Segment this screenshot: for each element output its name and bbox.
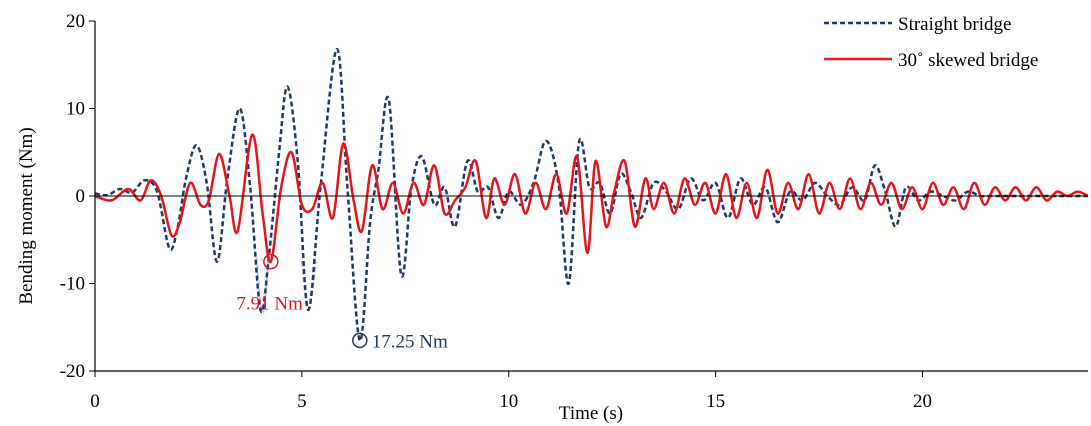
legend: Straight bridge 30˚ skewed bridge: [824, 14, 1038, 71]
y-tick-label: 0: [76, 186, 86, 207]
axes: [94, 21, 1088, 372]
plot-area: -20 -10 0 10 20 0 5 10 15 20 7.91 Nm 17.25 Nm: [60, 11, 1089, 412]
y-tick-label: -10: [60, 274, 85, 295]
legend-label-skewed-bridge: 30˚ skewed bridge: [898, 50, 1038, 71]
tick-labels: -20 -10 0 10 20 0 5 10 15 20: [60, 11, 932, 412]
series-line-skewed-bridge: [94, 133, 1089, 263]
x-tick-label: 15: [706, 391, 725, 412]
y-tick-label: 20: [66, 11, 85, 32]
x-axis-title: Time (s): [559, 403, 623, 424]
y-axis-title: Bending moment (Nm): [16, 127, 37, 304]
y-tick-label: -20: [60, 361, 85, 382]
legend-label-straight-bridge: Straight bridge: [898, 14, 1011, 35]
x-tick-label: 5: [297, 391, 307, 412]
x-tick-label: 10: [499, 391, 518, 412]
x-tick-label: 20: [913, 391, 932, 412]
series-lines: [94, 47, 1089, 342]
peak-marker-1: [352, 332, 368, 349]
annotations: 7.91 Nm 17.25 Nm: [236, 253, 448, 352]
series-line-straight-bridge: [94, 47, 1088, 342]
peak-marker-0: [263, 253, 279, 270]
y-axis-title-text: Bending moment (Nm): [16, 127, 37, 304]
peak-label-0: 7.91 Nm: [236, 294, 303, 315]
y-tick-label: 10: [66, 99, 85, 120]
peak-label-1: 17.25 Nm: [372, 331, 448, 352]
x-tick-label: 0: [90, 391, 100, 412]
